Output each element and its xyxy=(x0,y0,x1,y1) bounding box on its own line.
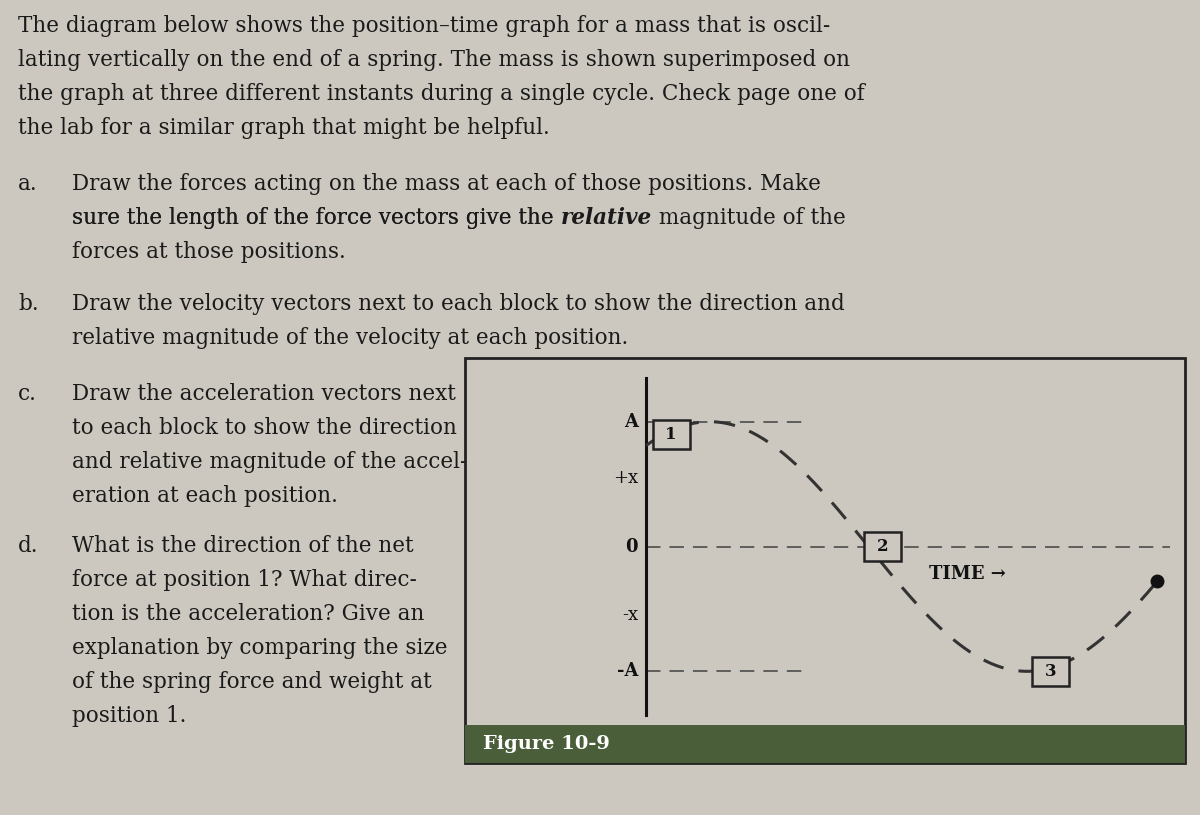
Text: lating vertically on the end of a spring. The mass is shown superimposed on: lating vertically on the end of a spring… xyxy=(18,49,850,71)
Text: Draw the acceleration vectors next: Draw the acceleration vectors next xyxy=(72,383,456,405)
Text: to each block to show the direction: to each block to show the direction xyxy=(72,417,457,439)
Text: explanation by comparing the size: explanation by comparing the size xyxy=(72,637,448,659)
Bar xyxy=(466,725,1186,763)
Text: Draw the velocity vectors next to each block to show the direction and: Draw the velocity vectors next to each b… xyxy=(72,293,845,315)
Text: TIME →: TIME → xyxy=(929,565,1006,583)
Text: relative: relative xyxy=(560,207,652,229)
Bar xyxy=(466,358,1186,763)
Text: the graph at three different instants during a single cycle. Check page one of: the graph at three different instants du… xyxy=(18,83,865,105)
Text: -A: -A xyxy=(617,663,638,681)
Text: magnitude of the: magnitude of the xyxy=(652,207,845,229)
Text: +x: +x xyxy=(613,469,638,487)
FancyBboxPatch shape xyxy=(653,420,690,449)
Text: a.: a. xyxy=(18,173,37,195)
Text: force at position 1? What direc-: force at position 1? What direc- xyxy=(72,569,416,591)
Text: Figure 10-9: Figure 10-9 xyxy=(482,735,610,753)
FancyBboxPatch shape xyxy=(1032,657,1069,686)
Text: The diagram below shows the position–time graph for a mass that is oscil-: The diagram below shows the position–tim… xyxy=(18,15,830,37)
Text: c.: c. xyxy=(18,383,37,405)
Text: Draw the forces acting on the mass at each of those positions. Make: Draw the forces acting on the mass at ea… xyxy=(72,173,821,195)
Text: the lab for a similar graph that might be helpful.: the lab for a similar graph that might b… xyxy=(18,117,550,139)
Text: b.: b. xyxy=(18,293,38,315)
Text: of the spring force and weight at: of the spring force and weight at xyxy=(72,671,432,693)
Text: sure the length of the force vectors give the: sure the length of the force vectors giv… xyxy=(72,207,560,229)
Text: 3: 3 xyxy=(1045,663,1057,680)
Text: What is the direction of the net: What is the direction of the net xyxy=(72,535,414,557)
Text: relative magnitude of the velocity at each position.: relative magnitude of the velocity at ea… xyxy=(72,327,629,349)
Text: 1: 1 xyxy=(666,426,677,443)
FancyBboxPatch shape xyxy=(864,531,901,562)
Text: tion is the acceleration? Give an: tion is the acceleration? Give an xyxy=(72,603,425,625)
Text: d.: d. xyxy=(18,535,38,557)
Text: 0: 0 xyxy=(625,538,638,556)
Text: -x: -x xyxy=(622,606,638,624)
Text: position 1.: position 1. xyxy=(72,705,186,727)
Text: and relative magnitude of the accel-: and relative magnitude of the accel- xyxy=(72,451,467,473)
Text: forces at those positions.: forces at those positions. xyxy=(72,241,346,263)
Text: 2: 2 xyxy=(877,538,888,555)
Text: A: A xyxy=(624,412,638,430)
Text: eration at each position.: eration at each position. xyxy=(72,485,338,507)
Text: sure the length of the force vectors give the: sure the length of the force vectors giv… xyxy=(72,207,560,229)
